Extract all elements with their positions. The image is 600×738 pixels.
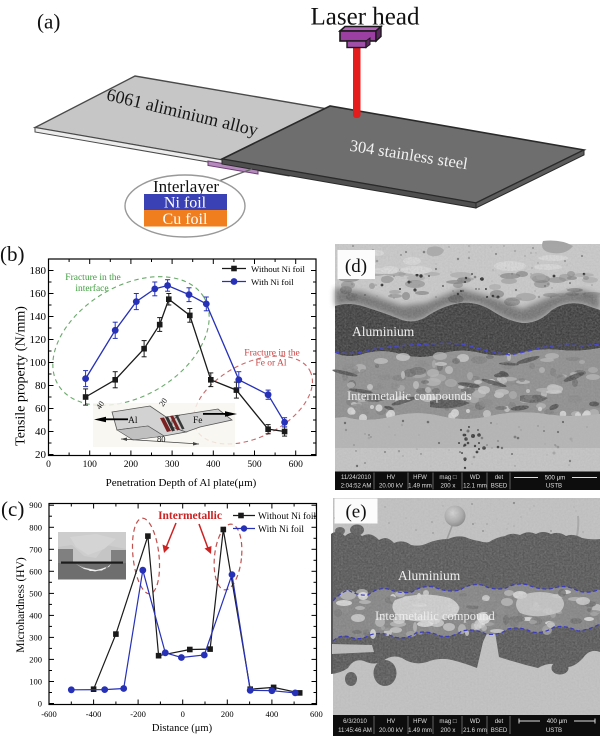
svg-text:0: 0 [181,709,185,719]
svg-text:400: 400 [29,610,42,620]
svg-text:Interlayer: Interlayer [153,177,219,196]
svg-text:(b): (b) [0,242,25,266]
svg-text:1.49 mm: 1.49 mm [408,483,432,490]
svg-text:600: 600 [29,566,42,576]
svg-text:400: 400 [206,460,221,470]
svg-text:USTB: USTB [546,483,562,490]
svg-text:Penetration Depth of Al plate(: Penetration Depth of Al plate(μm) [106,477,257,489]
svg-text:21.6 mm: 21.6 mm [463,727,487,734]
svg-text:BSED: BSED [491,483,508,490]
svg-text:12.1 mm: 12.1 mm [463,483,487,490]
svg-text:Without Ni foil: Without Ni foil [258,511,317,522]
svg-text:60: 60 [35,403,47,415]
svg-text:180: 180 [30,265,47,277]
svg-text:Fe or Al: Fe or Al [255,359,287,369]
svg-text:20: 20 [157,396,169,408]
svg-text:Aluminium: Aluminium [398,568,461,583]
svg-text:Fracture in the: Fracture in the [65,273,120,283]
svg-text:0: 0 [38,699,42,709]
svg-text:WD: WD [470,474,481,481]
svg-text:0: 0 [46,460,51,470]
svg-text:-600: -600 [41,709,57,719]
svg-text:Intermetallic compound: Intermetallic compound [375,609,496,623]
svg-text:11:45:46 AM: 11:45:46 AM [338,727,372,734]
svg-text:USTB: USTB [546,727,562,734]
svg-text:20: 20 [35,449,47,461]
svg-text:(e): (e) [345,502,366,523]
svg-text:140: 140 [30,311,47,323]
svg-text:det: det [495,474,504,481]
svg-text:400: 400 [266,709,279,719]
svg-text:-400: -400 [86,709,102,719]
svg-text:Microhardness (HV): Microhardness (HV) [15,557,27,653]
svg-text:interface: interface [75,283,108,294]
svg-text:160: 160 [30,288,47,300]
svg-text:Intermetallic: Intermetallic [158,510,222,522]
svg-text:40: 40 [35,426,47,438]
svg-text:WD: WD [470,718,481,725]
svg-text:2:04:52 AM: 2:04:52 AM [341,483,372,490]
svg-text:400 μm: 400 μm [547,718,567,725]
svg-text:120: 120 [30,334,47,346]
svg-text:Al: Al [128,416,138,426]
svg-text:200 x: 200 x [441,727,456,734]
svg-text:HFW: HFW [413,474,427,481]
svg-text:100: 100 [30,357,47,369]
svg-text:40: 40 [94,399,106,411]
svg-text:200: 200 [221,709,234,719]
svg-text:mag □: mag □ [439,474,457,481]
svg-text:80: 80 [35,380,47,392]
svg-text:100: 100 [29,677,42,687]
svg-text:(a): (a) [37,10,60,34]
svg-text:1.49 mm: 1.49 mm [408,727,432,734]
svg-text:6/3/2010: 6/3/2010 [343,718,367,725]
svg-text:Fracture in the: Fracture in the [244,349,299,359]
svg-text:Ni foil: Ni foil [164,195,207,212]
svg-text:300: 300 [165,460,180,470]
svg-text:200: 200 [124,460,139,470]
svg-text:500: 500 [247,460,262,470]
svg-text:Cu foil: Cu foil [163,211,208,228]
svg-text:800: 800 [29,522,42,532]
svg-text:300: 300 [29,632,42,642]
svg-text:Distance (μm): Distance (μm) [152,723,213,734]
svg-text:80: 80 [157,434,166,444]
svg-text:(d): (d) [345,256,367,277]
svg-text:11/24/2010: 11/24/2010 [341,474,372,481]
svg-text:HFW: HFW [413,718,427,725]
svg-text:With Ni foil: With Ni foil [251,277,294,287]
svg-text:20.00 kV: 20.00 kV [379,727,404,734]
svg-text:HV: HV [387,474,396,481]
svg-text:mag □: mag □ [439,718,457,725]
svg-text:200 x: 200 x [441,483,456,490]
svg-text:900: 900 [29,500,42,510]
svg-text:200: 200 [29,654,42,664]
svg-text:Aluminium: Aluminium [352,324,415,339]
svg-text:600: 600 [289,460,304,470]
svg-text:-200: -200 [130,709,146,719]
svg-text:Fe: Fe [193,416,203,426]
svg-text:Without Ni foil: Without Ni foil [251,264,305,274]
svg-text:500 μm: 500 μm [545,475,565,482]
svg-text:500: 500 [29,588,42,598]
svg-text:600: 600 [310,709,323,719]
svg-text:20.00 kV: 20.00 kV [379,483,404,490]
svg-text:(c): (c) [1,497,24,521]
svg-text:BSED: BSED [491,727,508,734]
svg-text:Intermetallic compounds: Intermetallic compounds [347,389,472,403]
svg-text:det: det [495,718,504,725]
svg-text:700: 700 [29,544,42,554]
svg-text:Tensile property (N/mm): Tensile property (N/mm) [14,306,29,446]
svg-text:HV: HV [387,718,396,725]
svg-text:With Ni foil: With Ni foil [258,524,304,535]
svg-text:100: 100 [83,460,98,470]
